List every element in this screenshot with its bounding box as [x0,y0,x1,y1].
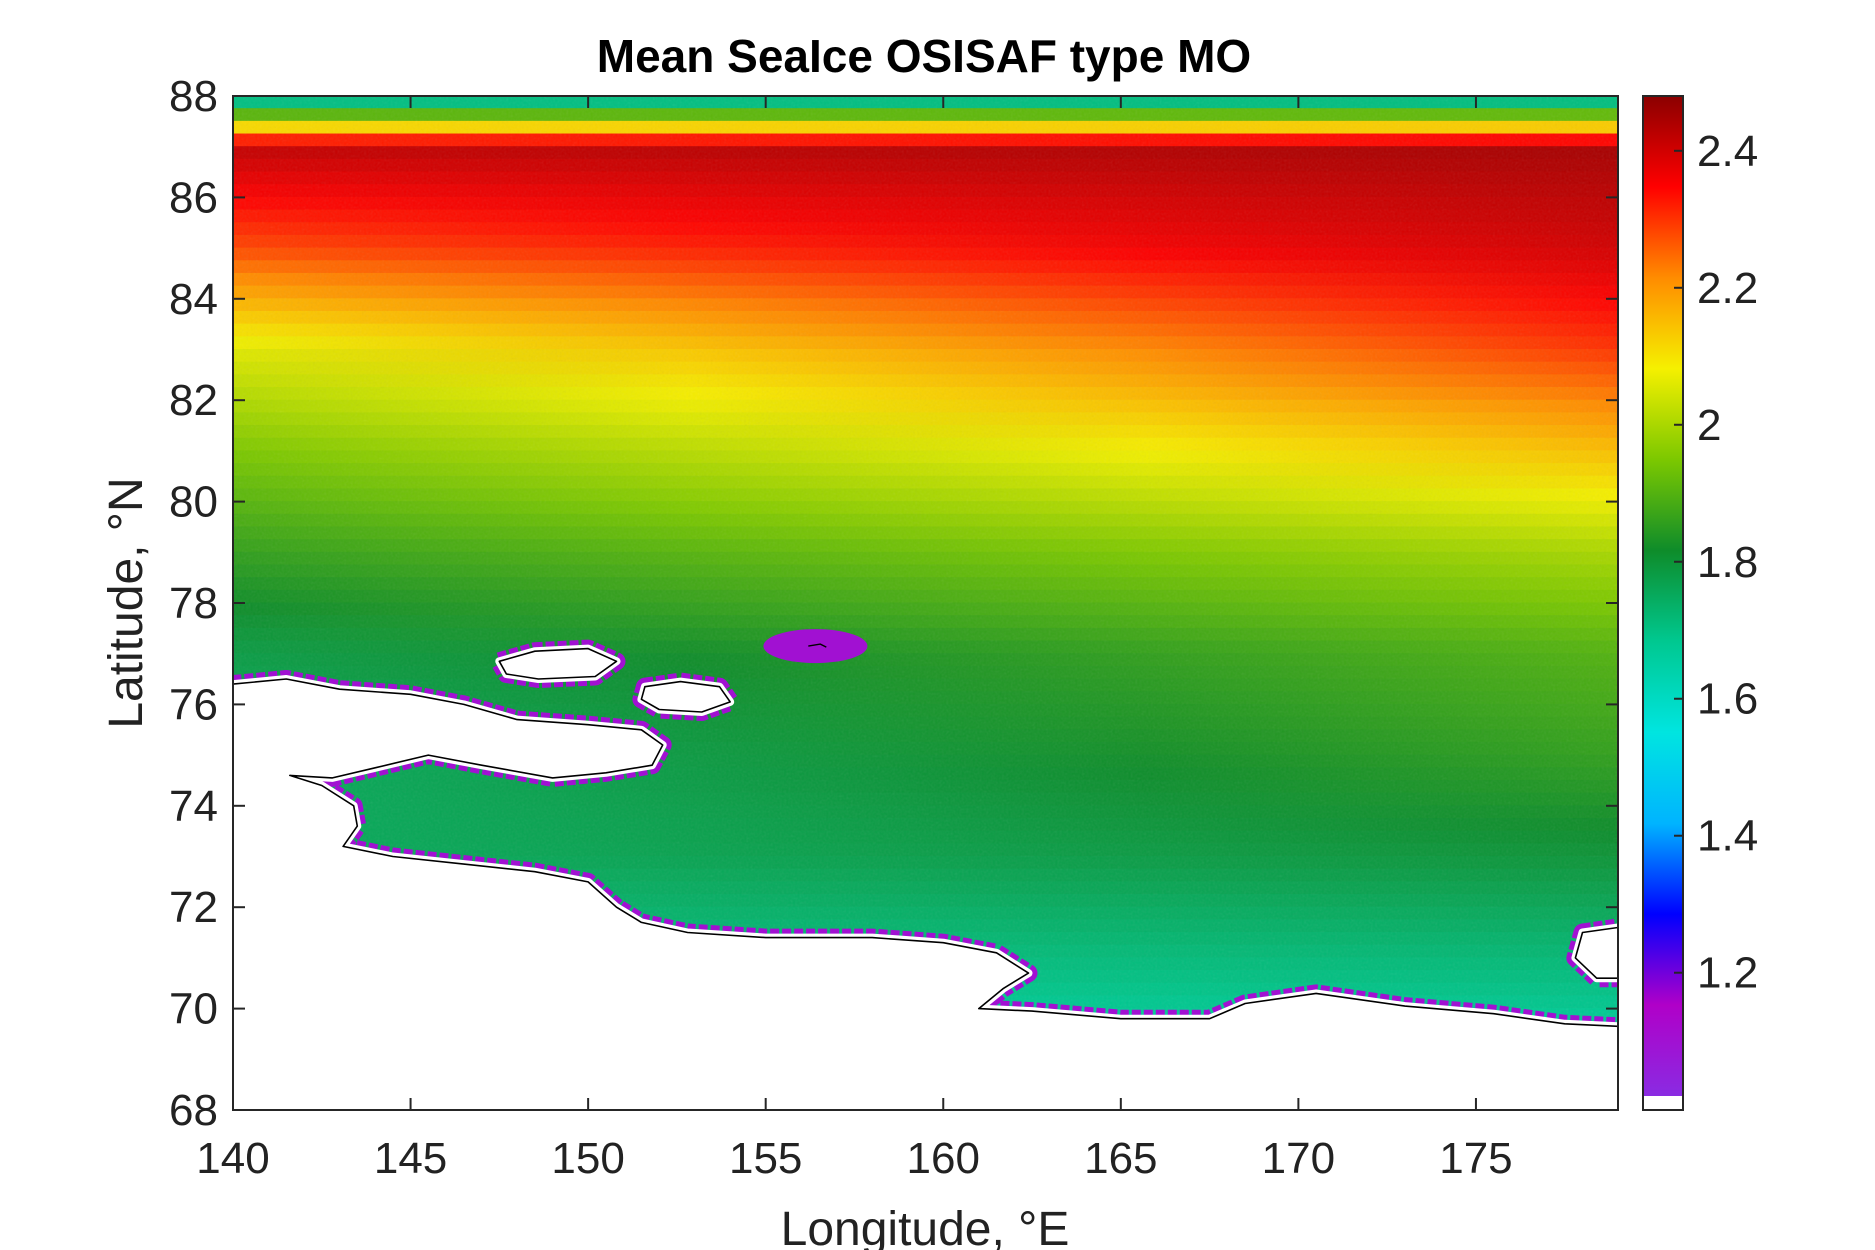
y-tick-label: 80 [169,478,218,527]
colorbar-nodata-cell [1643,1096,1683,1110]
island-2-coastline [640,680,731,713]
small-coastline [808,643,827,648]
colorbar-tick-label: 1.2 [1697,949,1758,998]
x-tick-label: 140 [196,1134,269,1183]
island-patch [763,629,868,664]
y-tick-label: 76 [169,680,218,729]
y-tick-label: 84 [169,275,218,324]
y-axis-label: Latitude, °N [100,477,153,728]
island-1-coastline [498,647,618,680]
y-axis: 68 70 72 74 76 78 80 82 84 86 88 [169,72,1618,1135]
x-tick-label: 165 [1084,1134,1157,1183]
colorbar-ticks: 1.2 1.4 1.6 1.8 2 2.2 2.4 [1674,127,1758,998]
colorbar-tick-label: 2.2 [1697,264,1758,313]
x-tick-label: 145 [374,1134,447,1183]
colorbar-frame [1642,95,1684,1111]
y-tick-label: 82 [169,376,218,425]
x-axis: 140 145 150 155 160 165 170 175 [196,96,1513,1183]
colorbar-tick-label: 2.4 [1697,127,1758,176]
y-tick-label: 88 [169,72,218,121]
x-tick-label: 155 [729,1134,802,1183]
x-tick-label: 170 [1262,1134,1335,1183]
colorbar-tick-label: 1.8 [1697,538,1758,587]
land-mask [233,629,1618,1110]
y-tick-label: 86 [169,173,218,222]
colorbar-tick-label: 1.4 [1697,812,1758,861]
y-tick-label: 78 [169,579,218,628]
mainland-coastline [233,678,1618,1110]
colorbar: 1.2 1.4 1.6 1.8 2 2.2 2.4 [1642,95,1758,1111]
island-3-coastline [1574,926,1618,979]
y-tick-label: 70 [169,985,218,1034]
colorbar-tick-label: 1.6 [1697,675,1758,724]
x-tick-label: 150 [551,1134,624,1183]
x-axis-label: Longitude, °E [781,1203,1070,1250]
y-tick-label: 68 [169,1086,218,1135]
x-tick-label: 175 [1439,1134,1512,1183]
y-tick-label: 74 [169,782,218,831]
chart-title: Mean SeaIce OSISAF type MO [597,30,1251,82]
y-tick-label: 72 [169,883,218,932]
colorbar-bar [1643,96,1683,1096]
x-tick-label: 160 [907,1134,980,1183]
colorbar-tick-label: 2 [1697,401,1721,450]
